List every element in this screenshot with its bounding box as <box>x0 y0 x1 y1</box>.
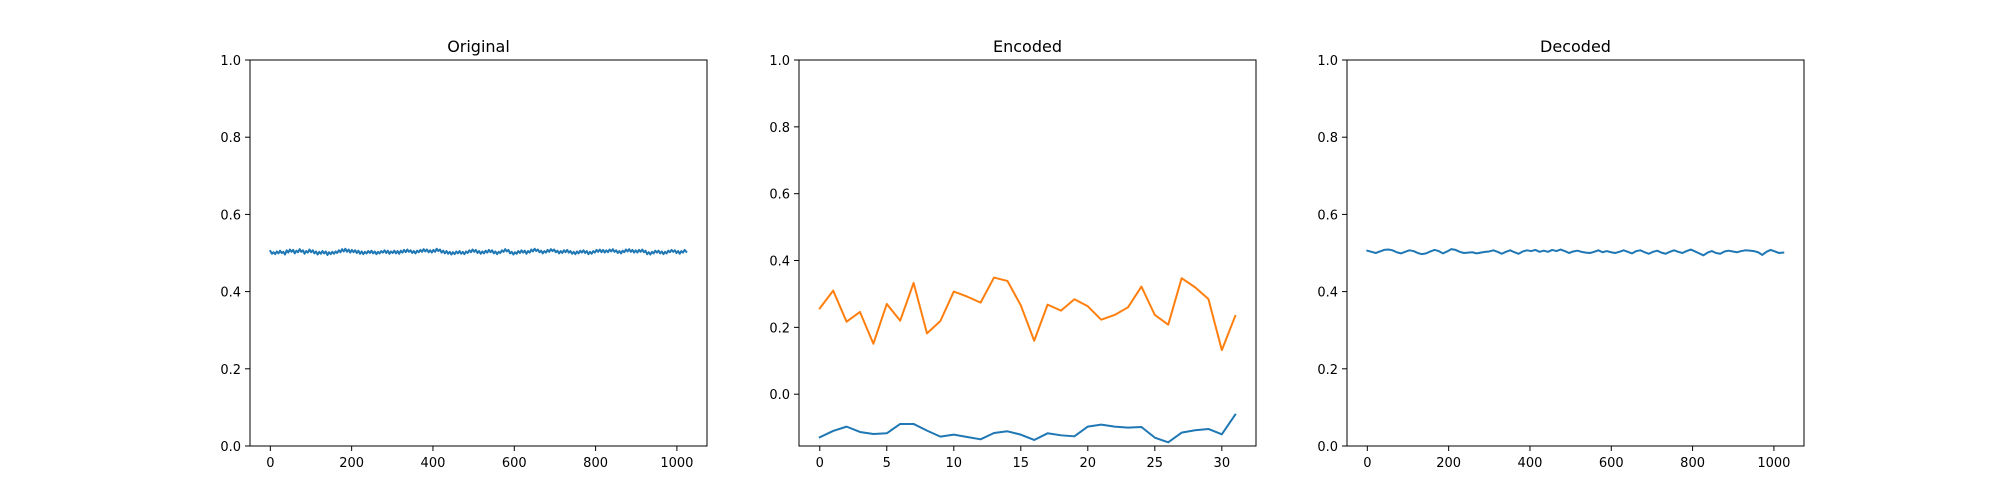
y-tick-label: 1.0 <box>769 54 790 69</box>
subplot-encoded: 0 5 10 15 20 25 30 0.0 0.2 0.4 0.6 0.8 1.0 Encoded <box>769 37 1257 471</box>
x-tick-label: 0 <box>266 456 274 471</box>
y-tick-label: 0.0 <box>769 388 790 403</box>
y-tick-label: 0.8 <box>220 131 241 146</box>
x-tick-label: 200 <box>1436 456 1461 471</box>
y-tick-label: 0.8 <box>1317 131 1338 146</box>
x-tick-label: 200 <box>339 456 364 471</box>
axes-frame <box>798 59 1257 447</box>
x-tick-label: 600 <box>502 456 527 471</box>
x-tick-label: 0 <box>816 456 824 471</box>
x-tick-label: 5 <box>883 456 891 471</box>
y-tick-label: 0.0 <box>1317 440 1338 455</box>
subplot-original: 0 200 400 600 800 1000 0.0 0.2 0.4 0.6 0.8 1.0 Origi… <box>220 37 708 471</box>
y-tick-label: 0.2 <box>220 363 241 378</box>
x-tick-label: 400 <box>1518 456 1543 471</box>
x-tick-label: 30 <box>1214 456 1231 471</box>
x-tick-label: 800 <box>583 456 608 471</box>
y-tick-label: 0.4 <box>769 255 790 270</box>
y-tick-label: 0.6 <box>1317 208 1338 223</box>
x-tick-label: 1000 <box>660 456 693 471</box>
y-tick-label: 0.6 <box>769 188 790 203</box>
y-tick-label: 1.0 <box>220 54 241 69</box>
y-tick-label: 0.6 <box>220 208 241 223</box>
chart-title: Encoded <box>993 37 1062 56</box>
x-tick-label: 800 <box>1680 456 1705 471</box>
axes-frame <box>1346 59 1805 447</box>
y-tick-label: 0.0 <box>220 440 241 455</box>
series-line-2 <box>818 276 1237 352</box>
chart-title: Decoded <box>1540 37 1611 56</box>
y-tick-label: 0.4 <box>220 286 241 301</box>
y-tick-label: 0.2 <box>1317 363 1338 378</box>
y-tick-label: 1.0 <box>1317 54 1338 69</box>
y-tick-label: 0.8 <box>769 121 790 136</box>
x-tick-label: 400 <box>421 456 446 471</box>
x-tick-label: 20 <box>1080 456 1097 471</box>
series-line-1 <box>1366 248 1785 257</box>
series-line-1 <box>818 413 1237 444</box>
x-tick-label: 600 <box>1599 456 1624 471</box>
chart-title: Original <box>447 37 510 56</box>
y-tick-label: 0.2 <box>769 321 790 336</box>
x-tick-label: 1000 <box>1757 456 1790 471</box>
axes-frame <box>249 59 708 447</box>
subplot-decoded: 0 200 400 600 800 1000 0.0 0.2 0.4 0.6 0.8 1.0 Decod… <box>1317 37 1805 471</box>
y-tick-label: 0.4 <box>1317 286 1338 301</box>
x-tick-label: 15 <box>1013 456 1030 471</box>
x-tick-label: 10 <box>946 456 963 471</box>
series-line-1 <box>268 247 688 256</box>
x-tick-label: 0 <box>1363 456 1371 471</box>
x-tick-label: 25 <box>1147 456 1164 471</box>
